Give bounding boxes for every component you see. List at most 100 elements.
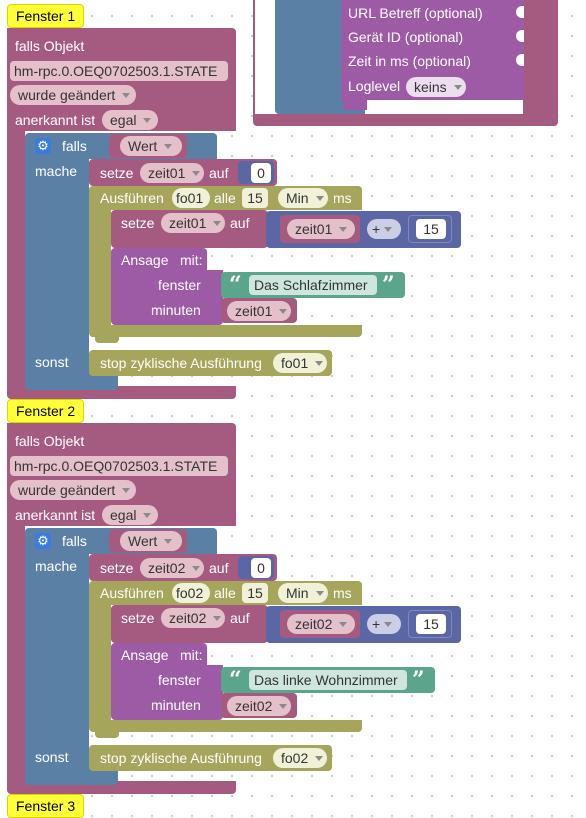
- block-comment-label[interactable]: Fenster 1: [7, 4, 85, 28]
- to-label: auf: [230, 215, 250, 231]
- chevron-down-icon: [192, 171, 201, 176]
- speech-block-head[interactable]: [111, 643, 207, 667]
- loglevel-dropdown[interactable]: keins: [406, 77, 466, 97]
- stop-timer-dropdown[interactable]: fo02: [273, 748, 327, 768]
- var-value: zeit02: [295, 616, 333, 632]
- unit-dropdown[interactable]: Min: [278, 583, 328, 603]
- input-socket-3[interactable]: [516, 54, 524, 66]
- chevron-down-icon: [279, 309, 288, 314]
- object-id-field[interactable]: hm-rpc.0.OEQ0702503.1.STATE: [10, 61, 228, 81]
- ack-value: egal: [110, 112, 137, 128]
- chevron-down-icon: [122, 488, 131, 493]
- object-id-field[interactable]: hm-rpc.0.OEQ0702503.1.STATE: [10, 456, 228, 476]
- window-text-field[interactable]: Das linke Wohnzimmer: [249, 670, 407, 690]
- top-block-foot: [343, 98, 367, 110]
- chevron-down-icon: [339, 227, 348, 232]
- chevron-down-icon: [315, 591, 324, 596]
- chevron-down-icon: [143, 513, 152, 518]
- trigger-value: wurde geändert: [18, 482, 116, 498]
- timer-block-spine: [89, 208, 111, 328]
- var-value: zeit01: [235, 303, 273, 319]
- window-param-label: fenster: [158, 672, 201, 688]
- increment-field[interactable]: 15: [416, 219, 446, 239]
- with-label: mit:: [180, 647, 203, 663]
- chevron-down-icon: [339, 622, 348, 627]
- var-dropdown[interactable]: zeit02: [161, 608, 225, 628]
- loglevel-label: Loglevel: [348, 78, 401, 94]
- timer-name-field[interactable]: fo01: [172, 188, 210, 208]
- set-label: setze: [121, 215, 155, 231]
- minutes-param-label: minuten: [151, 302, 201, 318]
- chevron-down-icon: [384, 227, 393, 232]
- stop-timer-dropdown[interactable]: fo01: [273, 353, 327, 373]
- timer-block-foot: [89, 325, 362, 337]
- minutes-var-dropdown[interactable]: zeit01: [227, 301, 291, 321]
- block-comment-label[interactable]: Fenster 2: [7, 399, 85, 423]
- var-value: zeit01: [169, 215, 207, 231]
- chevron-down-icon: [213, 616, 222, 621]
- var-dropdown[interactable]: zeit01: [140, 163, 204, 183]
- chevron-down-icon: [143, 118, 152, 123]
- timer-block-spine: [89, 603, 111, 723]
- var-dropdown[interactable]: zeit01: [161, 213, 225, 233]
- interval-field[interactable]: 15: [242, 188, 268, 208]
- math-var-dropdown[interactable]: zeit01: [287, 219, 355, 239]
- unit-dropdown[interactable]: Min: [278, 188, 328, 208]
- var-value: zeit01: [295, 221, 333, 237]
- increment-field[interactable]: 15: [416, 614, 446, 634]
- param-zeit-ms: Zeit in ms (optional): [348, 53, 471, 69]
- if-label: falls: [62, 138, 87, 154]
- to-label: auf: [209, 165, 229, 181]
- minutes-var-dropdown[interactable]: zeit02: [227, 696, 291, 716]
- trigger-dropdown[interactable]: wurde geändert: [10, 85, 136, 105]
- chevron-down-icon: [453, 85, 462, 90]
- do-label: mache: [35, 558, 78, 574]
- ack-label: anerkannt ist: [15, 112, 96, 128]
- stop-label: stop zyklische Ausführung: [100, 355, 262, 371]
- chevron-down-icon: [315, 756, 324, 761]
- trigger-dropdown[interactable]: wurde geändert: [10, 480, 136, 500]
- stop-timer-value: fo02: [281, 750, 309, 766]
- unit-value: Min: [286, 190, 309, 206]
- if-block-spine: [25, 549, 89, 785]
- ms-label: ms: [333, 585, 352, 601]
- gear-icon[interactable]: ⚙: [35, 533, 51, 549]
- input-socket-1[interactable]: [516, 6, 524, 18]
- speech-label: Ansage: [121, 252, 169, 268]
- init-value-field[interactable]: 0: [251, 163, 271, 183]
- event-block-spine: [7, 519, 25, 781]
- timer-name-field[interactable]: fo02: [172, 583, 210, 603]
- exec-label: Ausführen: [100, 585, 164, 601]
- window-text-field[interactable]: Das Schlafzimmer: [249, 275, 377, 295]
- ack-dropdown[interactable]: egal: [102, 110, 158, 130]
- event-block-spine: [7, 124, 25, 386]
- param-url-betreff: URL Betreff (optional): [348, 5, 483, 21]
- chevron-down-icon: [164, 144, 173, 149]
- interval-field[interactable]: 15: [242, 583, 268, 603]
- block-comment-label-next[interactable]: Fenster 3: [7, 794, 85, 818]
- minutes-param-label: minuten: [151, 697, 201, 713]
- condition-value: Wert: [128, 533, 158, 549]
- timer-block-tail: [95, 337, 119, 343]
- top-partial-block[interactable]: URL Betreff (optional) Gerät ID (optiona…: [253, 0, 558, 126]
- condition-dropdown[interactable]: Wert: [120, 531, 182, 551]
- ack-dropdown[interactable]: egal: [102, 505, 158, 525]
- timer-block-tail: [95, 732, 119, 738]
- math-var-dropdown[interactable]: zeit02: [287, 614, 355, 634]
- chevron-down-icon: [279, 704, 288, 709]
- set-label: setze: [121, 610, 155, 626]
- gear-icon[interactable]: ⚙: [35, 138, 51, 154]
- var-dropdown[interactable]: zeit02: [140, 558, 204, 578]
- init-value-field[interactable]: 0: [251, 558, 271, 578]
- speech-block-body: [111, 665, 223, 720]
- var-value: zeit02: [169, 610, 207, 626]
- math-op-dropdown[interactable]: +: [367, 219, 401, 239]
- math-op-value: +: [372, 616, 381, 632]
- open-quote-icon: “: [229, 272, 242, 298]
- input-socket-2[interactable]: [516, 30, 524, 42]
- if-label: falls: [62, 533, 87, 549]
- math-op-dropdown[interactable]: +: [367, 614, 401, 634]
- condition-dropdown[interactable]: Wert: [120, 136, 182, 156]
- speech-block-head[interactable]: [111, 248, 207, 272]
- to-label: auf: [230, 610, 250, 626]
